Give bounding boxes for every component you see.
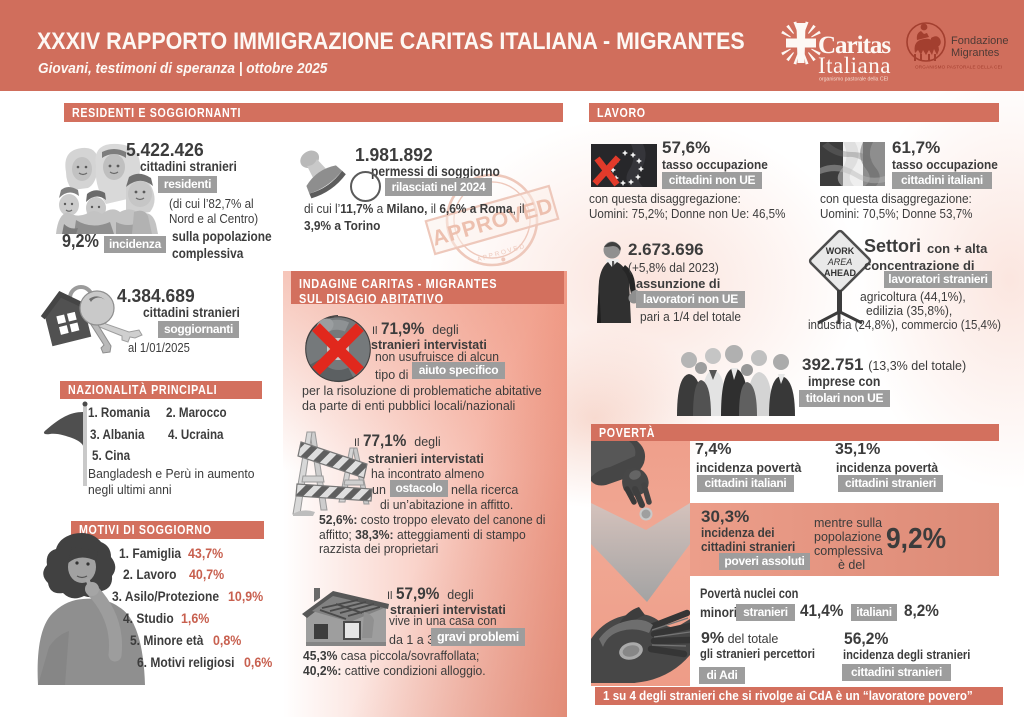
svg-text:APPROVED: APPROVED (476, 243, 527, 264)
svg-text:Caritas: Caritas (818, 32, 891, 59)
svg-text:AHEAD: AHEAD (824, 268, 857, 278)
svg-text:WORK: WORK (826, 246, 855, 256)
svg-text:organismo pastorale della CEI: organismo pastorale della CEI (819, 77, 889, 83)
svg-text:Fondazione: Fondazione (951, 35, 1009, 47)
svg-text:Italiana: Italiana (818, 53, 891, 78)
svg-text:AREA: AREA (827, 257, 853, 267)
svg-text:Migrantes: Migrantes (951, 47, 1000, 59)
svg-text:ORGANISMO PASTORALE DELLA CEI: ORGANISMO PASTORALE DELLA CEI (915, 65, 1002, 70)
